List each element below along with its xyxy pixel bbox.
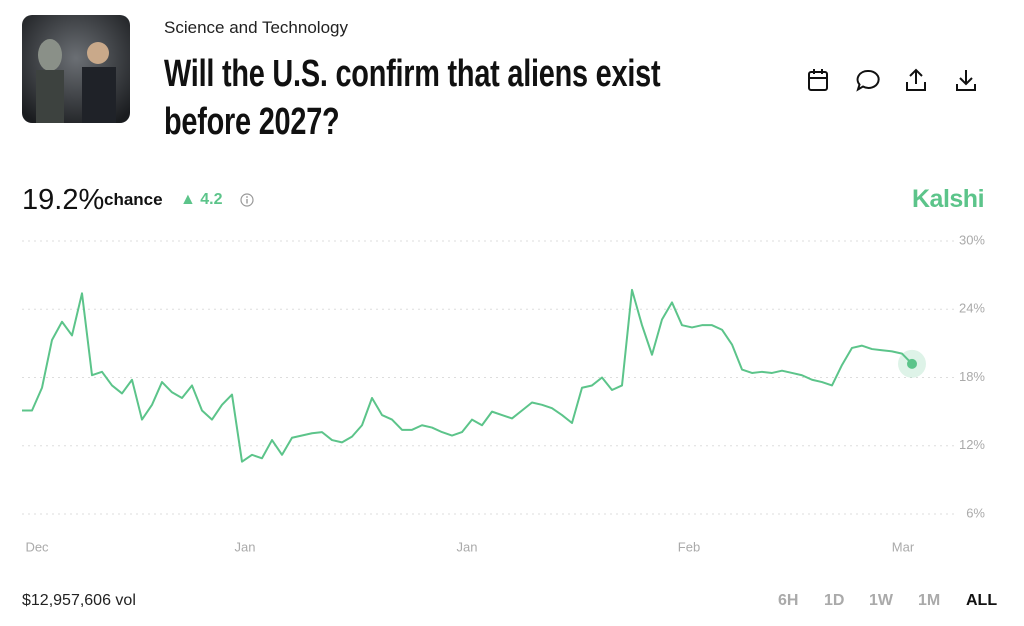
current-chance: 19.2% — [22, 184, 105, 216]
chance-label: chance — [104, 190, 163, 209]
category: Science and Technology — [164, 18, 348, 37]
y-tick-label: 12% — [959, 437, 985, 452]
comment-icon[interactable] — [856, 69, 880, 92]
range-button[interactable]: 1W — [869, 592, 893, 609]
change: ▲ 4.2 — [180, 191, 223, 208]
toolbar — [808, 68, 976, 92]
share-icon[interactable] — [906, 68, 926, 91]
info-icon[interactable] — [240, 193, 254, 207]
x-tick-label: Jan — [235, 539, 256, 554]
x-tick-label: Mar — [892, 539, 915, 554]
chart: 6% 12% 18% 24% 30% Dec Jan Jan Feb Mar — [22, 232, 985, 554]
market-image — [22, 15, 130, 123]
x-tick-label: Feb — [678, 539, 700, 554]
y-tick-label: 24% — [959, 301, 985, 316]
brand: Kalshi — [912, 185, 985, 213]
range-button[interactable]: 6H — [778, 592, 799, 609]
y-tick-label: 30% — [959, 232, 985, 247]
price-line — [22, 288, 913, 463]
market-title: Will the U.S. confirm that aliens exist … — [164, 53, 661, 143]
current-point — [907, 358, 917, 369]
y-tick-label: 6% — [966, 505, 985, 520]
download-icon[interactable] — [956, 70, 976, 91]
x-tick-label: Dec — [25, 539, 49, 554]
range-button[interactable]: ALL — [966, 592, 998, 609]
x-tick-label: Jan — [457, 539, 478, 554]
y-tick-label: 18% — [959, 369, 985, 384]
range-button[interactable]: 1D — [824, 592, 845, 609]
calendar-icon[interactable] — [808, 69, 828, 91]
change-value: 4.2 — [200, 191, 223, 208]
volume: $12,957,606 vol — [22, 592, 136, 609]
range-button[interactable]: 1M — [918, 592, 941, 609]
